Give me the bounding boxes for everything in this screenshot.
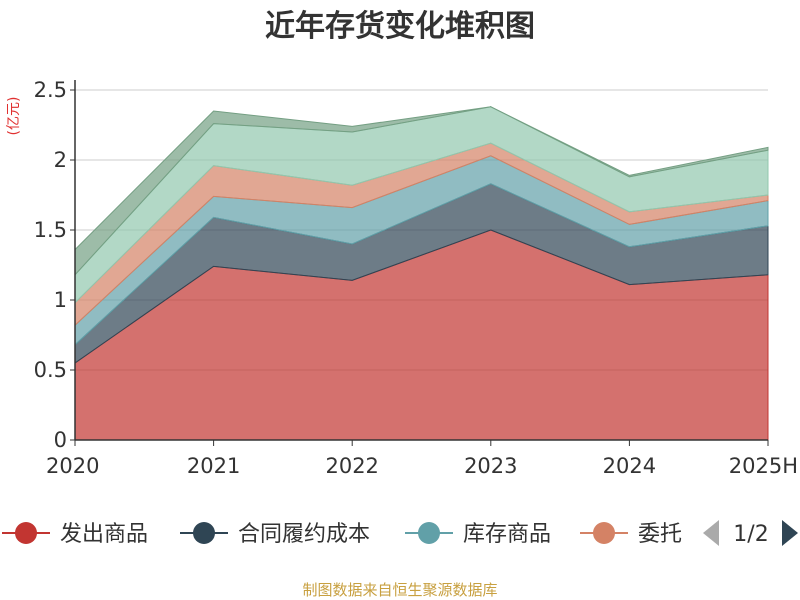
legend-label-1: 合同履约成本 [238, 522, 370, 547]
legend-marker-1 [193, 522, 215, 544]
chart-title: 近年存货变化堆积图 [265, 9, 535, 44]
y-tick-label-1: 0.5 [34, 358, 67, 382]
legend-page-indicator: 1/2 [733, 522, 768, 547]
legend-marker-3 [593, 522, 615, 544]
area-series-5 [74, 106, 769, 277]
axes: 0 0.5 1 1.5 2 2.5 2020 2021 2022 2023 2024 2025H [34, 78, 798, 478]
y-tick-label-4: 2 [54, 148, 67, 172]
y-tick-label-0: 0 [54, 428, 67, 452]
legend-label-0: 发出商品 [60, 522, 148, 547]
y-tick-label-3: 1.5 [34, 218, 67, 242]
legend-label-2: 库存商品 [463, 522, 551, 547]
legend: 发出商品 合同履约成本 库存商品 委托 1/2 [2, 520, 798, 547]
x-tick-label-0: 2020 [46, 454, 99, 478]
x-tick-label-5: 2025H [729, 454, 798, 478]
legend-label-3: 委托 [638, 522, 682, 547]
x-tick-label-3: 2023 [464, 454, 517, 478]
y-unit-label: (亿元) [6, 97, 22, 136]
y-tick-label-2: 1 [54, 288, 67, 312]
x-tick-label-2: 2022 [325, 454, 378, 478]
x-tick-label-1: 2021 [187, 454, 240, 478]
source-note: 制图数据来自恒生聚源数据库 [302, 581, 497, 599]
legend-prev-page-icon[interactable] [703, 520, 719, 546]
legend-marker-2 [418, 522, 440, 544]
area-series [74, 106, 769, 441]
x-tick-label-4: 2024 [603, 454, 656, 478]
y-tick-label-5: 2.5 [34, 78, 67, 102]
legend-next-page-icon[interactable] [782, 520, 798, 546]
legend-marker-0 [15, 522, 37, 544]
